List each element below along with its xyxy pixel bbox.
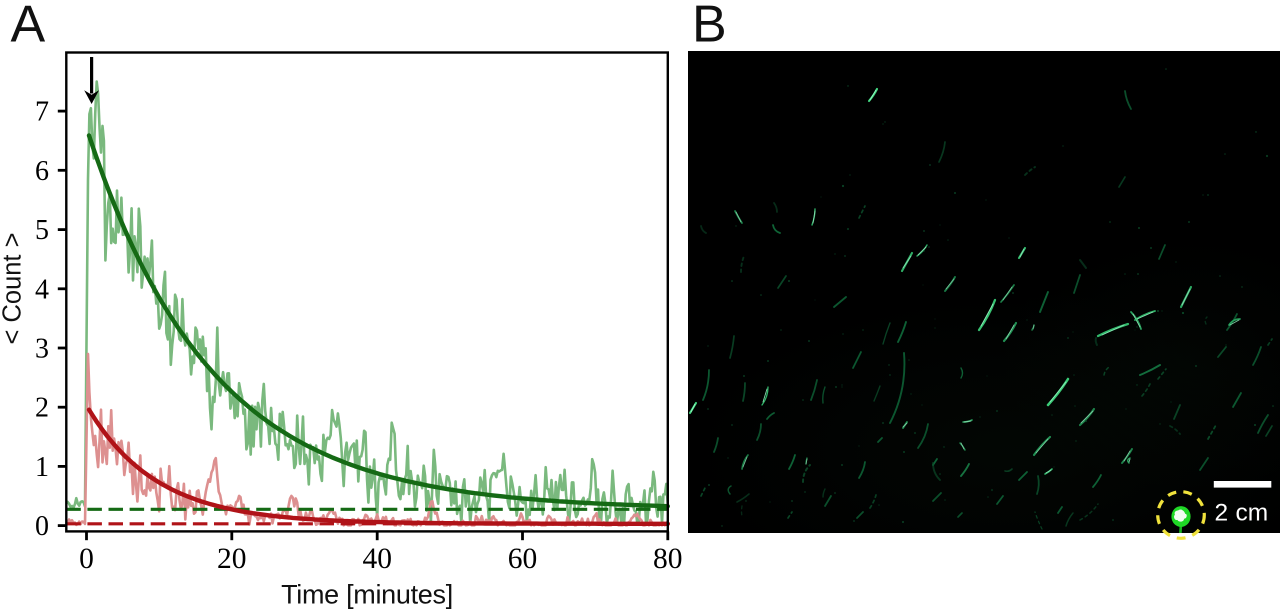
svg-text:0: 0 [35,511,49,542]
svg-text:2: 2 [1215,500,1229,527]
svg-text:60: 60 [508,543,538,575]
svg-text:0: 0 [79,543,94,575]
svg-text:cm: cm [1236,500,1269,527]
svg-text:B: B [692,0,727,54]
svg-text:2: 2 [35,393,49,424]
svg-text:A: A [11,0,46,54]
svg-text:7: 7 [35,97,49,128]
svg-text:6: 6 [35,156,49,187]
svg-text:5: 5 [35,215,49,246]
svg-text:Time [minutes]: Time [minutes] [281,580,453,610]
svg-text:< Count >: < Count > [0,233,27,345]
svg-text:20: 20 [217,543,247,575]
svg-text:80: 80 [653,543,683,575]
svg-text:4: 4 [35,274,49,305]
svg-text:1: 1 [35,452,49,483]
svg-text:40: 40 [362,543,392,575]
svg-text:3: 3 [35,334,49,365]
